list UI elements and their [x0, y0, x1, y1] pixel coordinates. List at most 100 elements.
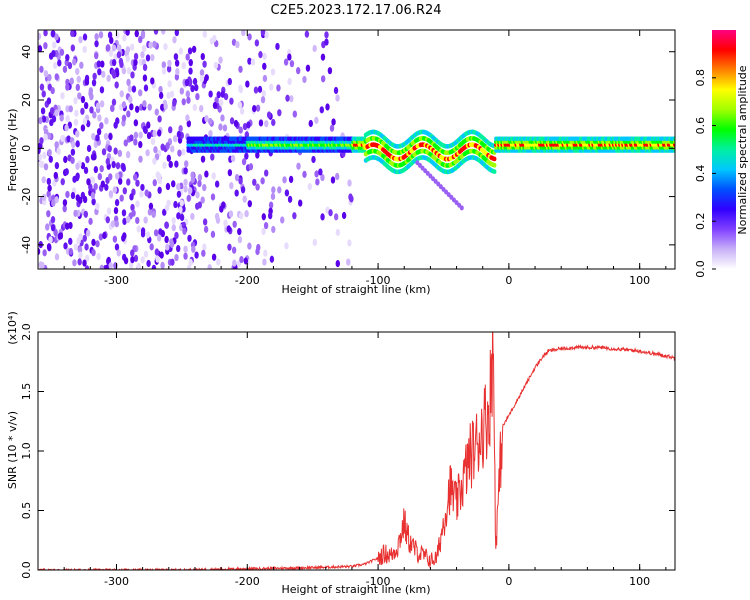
snr-ytick-label: 0.0 [20, 561, 33, 579]
spectrogram-cell [184, 79, 190, 87]
spectrogram-cell [95, 240, 100, 248]
spectrogram-cell [47, 148, 52, 157]
spectrogram-cell [250, 58, 256, 66]
spectrogram-cell [41, 193, 47, 202]
spectrogram-cell [80, 162, 86, 170]
spectrogram-cell [121, 209, 127, 217]
spectrogram-cell [161, 61, 167, 69]
spectrogram-cell [173, 53, 179, 61]
spectrogram-cell [116, 249, 121, 257]
spectrogram-cell [60, 92, 65, 100]
spectrogram-cell [233, 119, 239, 128]
spectrogram-cell [126, 178, 131, 186]
spectrogram-cell [212, 101, 218, 110]
spectrogram-cell [46, 210, 51, 218]
spectrogram-cell [47, 184, 52, 192]
spectrogram-cell [151, 264, 157, 269]
spectrogram-cell [78, 251, 83, 259]
spectrogram-cell [99, 86, 105, 94]
spectrogram-cell [192, 103, 197, 112]
spectrogram-cell [195, 92, 200, 101]
spectrogram-cell [242, 195, 247, 203]
spectrogram-cell [64, 222, 70, 230]
spectrogram-cell [183, 245, 188, 253]
spectrogram-cell [174, 253, 179, 262]
spectrogram-cell [270, 192, 276, 201]
spectrogram-cell [237, 101, 243, 109]
spectrogram-cell [252, 178, 257, 186]
spectrogram-cell [158, 228, 163, 236]
chart-title: C2E5.2023.172.17.06.R24 [270, 3, 441, 18]
spectrogram-cell [257, 85, 263, 93]
spectrogram-cell [244, 152, 249, 160]
spectrogram-cell [187, 234, 192, 242]
spectrogram-cell [246, 121, 251, 129]
spectrogram-cell [39, 65, 44, 73]
spectrogram-cell [65, 54, 70, 62]
spectrogram-cell [171, 180, 176, 188]
spectrogram-cell [166, 154, 171, 162]
spectrogram-cell [127, 85, 133, 93]
spectrogram-cell [54, 162, 60, 170]
spectrogram-cell [195, 191, 200, 199]
spectrogram-cell [75, 172, 80, 180]
spectrogram-cell [202, 218, 208, 226]
snr-y-ticks: 0.0 0.5 1.0 1.5 2.0 [20, 323, 675, 579]
spectrogram-cell [126, 110, 131, 118]
spectrogram-cell [74, 109, 79, 117]
spectrogram-cell [210, 193, 216, 201]
spectrogram-cell [73, 243, 78, 251]
spectrogram-cell [312, 238, 318, 247]
spectrogram-cell [75, 130, 80, 138]
spectrogram-cell [86, 178, 91, 186]
spectrogram-cell [51, 115, 57, 123]
spectrogram-cell [99, 264, 104, 269]
spectrogram-cell [41, 176, 46, 184]
spectrogram-cell [188, 59, 193, 67]
spectrogram-cell [211, 253, 217, 261]
spectrogram-cell [117, 44, 122, 52]
spectrogram-cell [194, 251, 199, 259]
spectrogram-cell [276, 84, 281, 92]
spectrogram-cell [64, 168, 69, 176]
spectrogram-cell [238, 84, 243, 92]
spectrogram-cell [232, 259, 237, 267]
spectrogram-cell [227, 243, 232, 251]
spectrogram-cell [100, 60, 105, 68]
spectrogram-cell [111, 98, 117, 106]
spectrogram-cell [152, 40, 157, 48]
spectrogram-cell [261, 213, 266, 221]
spectrogram-cell [119, 90, 124, 98]
spectrogram-cell [277, 186, 282, 194]
spectrogram-cell [109, 104, 115, 112]
spectrogram-cell [176, 190, 182, 198]
spectrogram-cell [192, 77, 198, 86]
spectrogram-cell [261, 227, 266, 236]
spectrogram-cell [194, 202, 200, 210]
spectrogram-cell [202, 243, 207, 251]
spectrogram-cell [247, 242, 252, 250]
spectrogram-cell [134, 30, 139, 38]
spectrogram-cell [76, 75, 81, 83]
spectrogram-cell [247, 200, 252, 208]
spectrogram-cell [95, 202, 100, 211]
spectrogram-cell [147, 103, 152, 111]
spectrogram-cell [95, 102, 101, 110]
spectrogram-cell [347, 179, 352, 187]
spectrogram-cell [314, 170, 319, 178]
spectrogram-cell [63, 155, 68, 164]
spectrogram-cell [174, 30, 180, 37]
spectrogram-cell [287, 77, 292, 86]
spectrogram-cell [145, 231, 151, 239]
spectrogram-cell [97, 114, 102, 122]
spectrogram-cell [90, 176, 96, 184]
spectrogram-cell [186, 264, 192, 269]
spectrogram-cell [295, 67, 301, 75]
spectrogram-cell [292, 212, 297, 220]
spectrogram-cell [80, 107, 85, 115]
spectrogram-cell [190, 85, 195, 93]
spectrogram-cell [152, 129, 157, 138]
spectrogram-band-cell [492, 169, 497, 175]
spectrogram-cell [96, 128, 102, 136]
